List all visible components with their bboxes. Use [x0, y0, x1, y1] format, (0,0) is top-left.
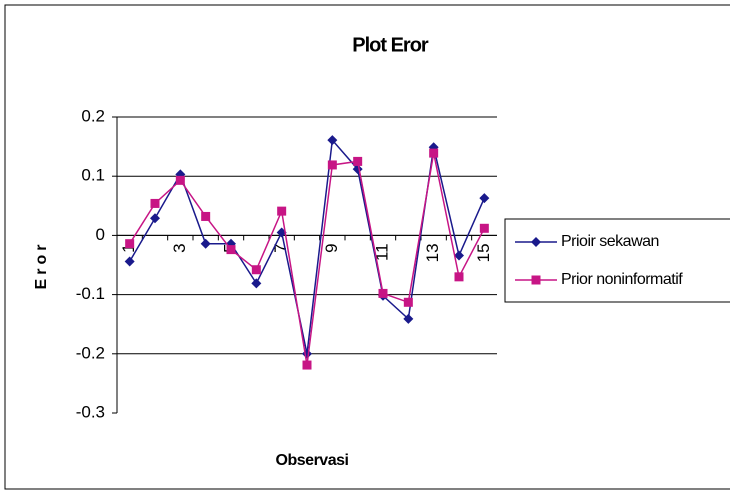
x-tick-label: 9: [322, 243, 341, 252]
y-tick-label: -0.3: [76, 402, 105, 421]
point: [454, 250, 464, 261]
point: [277, 206, 287, 216]
point: [327, 135, 338, 146]
point: [479, 223, 489, 233]
x-tick-label: 7: [271, 243, 290, 252]
point: [124, 256, 135, 267]
legend-label: Prior noninformatif: [561, 271, 683, 288]
point: [226, 245, 236, 255]
point: [125, 239, 135, 249]
x-tick-label: 11: [372, 243, 391, 261]
point: [201, 211, 211, 221]
y-tick-label: -0.1: [76, 284, 105, 303]
point: [429, 148, 439, 158]
point: [327, 160, 337, 170]
point: [251, 265, 261, 275]
x-axis-title: Observasi: [276, 452, 349, 469]
legend-marker: [531, 275, 541, 285]
legend-box: [504, 218, 730, 303]
chart-title: Plot Eror: [352, 34, 429, 56]
y-tick-label: 0: [96, 225, 105, 244]
x-tick-label: 3: [170, 243, 189, 252]
point: [150, 198, 160, 208]
point: [200, 238, 211, 249]
point: [378, 288, 388, 298]
legend-label: Prioir sekawan: [561, 233, 659, 250]
y-tick-label: 0.1: [81, 166, 105, 185]
point: [175, 175, 185, 185]
legend-marker: [531, 237, 541, 247]
x-tick-label: 15: [474, 243, 493, 262]
point: [353, 156, 363, 166]
point: [403, 297, 413, 307]
point: [454, 272, 464, 282]
x-tick-label: 13: [423, 243, 442, 262]
point: [251, 278, 262, 289]
point: [403, 313, 414, 324]
y-axis-title: Eror: [33, 241, 50, 290]
y-tick-label: 0.2: [81, 106, 105, 125]
point: [150, 213, 160, 224]
point: [302, 360, 312, 370]
point: [479, 193, 490, 204]
y-tick-label: -0.2: [76, 343, 105, 362]
